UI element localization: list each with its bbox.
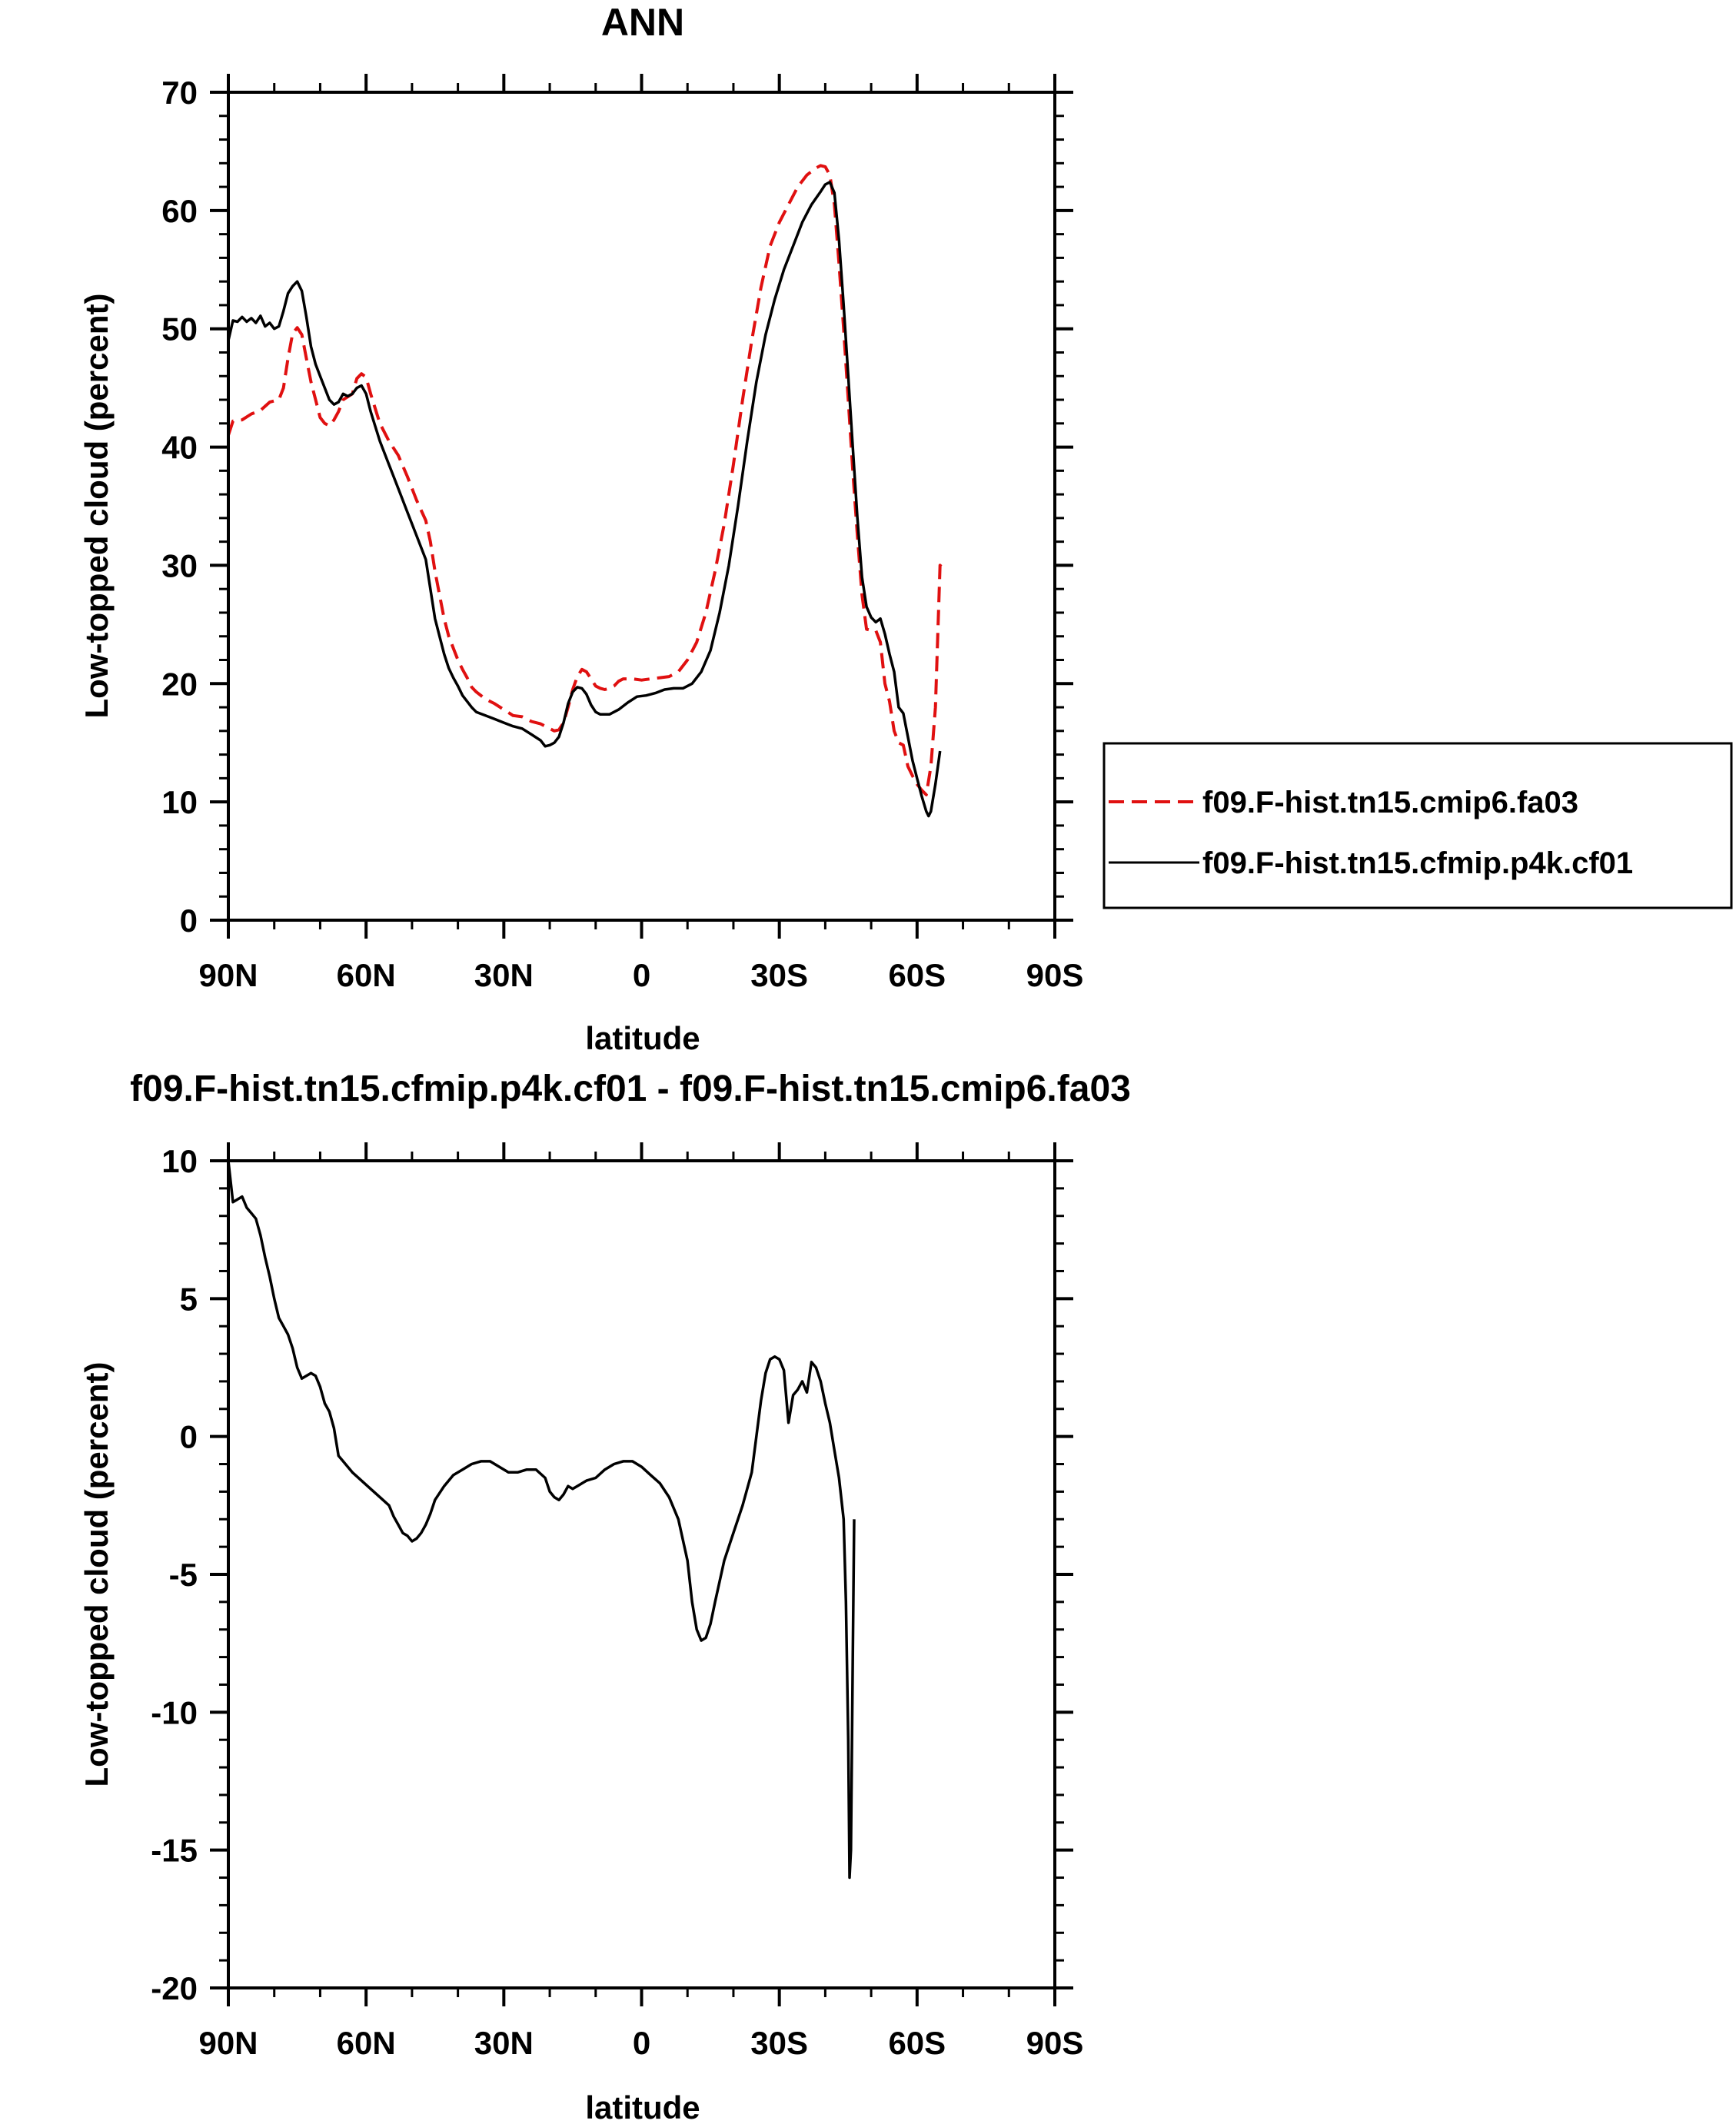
top-x-tick-label: 30N [474, 957, 534, 993]
bottom-x-tick-label: 30N [474, 2025, 534, 2061]
top-x-tick-label: 60S [888, 957, 946, 993]
bottom-y-tick-label: 10 [161, 1143, 198, 1179]
top-y-tick-label: 40 [161, 430, 198, 466]
top-series-line-1 [227, 181, 942, 818]
top-panel: ANN 0 10 20 30 40 50 60 70 90N 60N 30N 0 30S 60S 90S l… [78, 1, 1733, 1056]
bottom-panel: f09.F-hist.tn15.cfmip.p4k.cf01 - f09.F-h… [78, 1069, 1131, 2124]
top-y-axis-label: Low-topped cloud (percent) [78, 294, 115, 719]
bottom-x-tick-label: 0 [633, 2025, 650, 2061]
legend-box [1102, 742, 1733, 909]
bottom-y-tick-label: -15 [151, 1833, 198, 1869]
bottom-y-tick-label: -10 [151, 1694, 198, 1730]
top-y-tick-label: 10 [161, 784, 198, 820]
top-y-tick-label: 50 [161, 311, 198, 347]
bottom-y-tick-label: 5 [180, 1281, 198, 1317]
bottom-x-tick-label: 90S [1026, 2025, 1084, 2061]
bottom-series-line-0 [227, 1160, 856, 1880]
bottom-y-tick-label: -20 [151, 1970, 198, 2006]
legend: f09.F-hist.tn15.cmip6.fa03 f09.F-hist.tn… [1102, 742, 1733, 909]
bottom-chart-title: f09.F-hist.tn15.cfmip.p4k.cf01 - f09.F-h… [130, 1069, 1131, 1109]
top-x-tick-label: 90S [1026, 957, 1084, 993]
top-x-axis-label: latitude [585, 1020, 700, 1056]
top-x-tick-label: 0 [633, 957, 650, 993]
top-x-tick-label: 30S [750, 957, 808, 993]
top-series-group [227, 164, 944, 818]
bottom-x-tick-label: 90N [198, 2025, 258, 2061]
bottom-x-axis-label: latitude [585, 2089, 700, 2124]
bottom-y-tick-label: 0 [180, 1419, 198, 1455]
top-series-line-0 [227, 164, 944, 796]
bottom-x-tick-label: 60N [337, 2025, 396, 2061]
bottom-y-axis-label: Low-topped cloud (percent) [78, 1362, 115, 1787]
bottom-x-tick-label: 60S [888, 2025, 946, 2061]
top-y-tick-label: 0 [180, 902, 198, 939]
top-axes-group: 0 10 20 30 40 50 60 70 90N 60N 30N 0 30S 60S 90S [161, 74, 1083, 993]
bottom-y-tick-label: -5 [169, 1557, 198, 1593]
top-chart-title: ANN [601, 1, 684, 44]
bottom-x-tick-label: 30S [750, 2025, 808, 2061]
top-y-tick-label: 20 [161, 666, 198, 702]
legend-label-p4k: f09.F-hist.tn15.cfmip.p4k.cf01 [1202, 846, 1633, 880]
legend-label-cmip6: f09.F-hist.tn15.cmip6.fa03 [1202, 786, 1578, 819]
bottom-plot-frame [227, 1159, 1056, 1989]
top-x-tick-label: 60N [337, 957, 396, 993]
top-y-tick-label: 60 [161, 193, 198, 229]
bottom-series-group [227, 1160, 856, 1880]
top-x-tick-label: 90N [198, 957, 258, 993]
top-y-tick-label: 30 [161, 547, 198, 583]
bottom-axes-group: -20 -15 -10 -5 0 5 10 90N 60N 30N 0 30S 60S 90S [151, 1142, 1083, 2061]
top-y-tick-label: 70 [161, 75, 198, 111]
top-plot-frame [227, 91, 1056, 922]
